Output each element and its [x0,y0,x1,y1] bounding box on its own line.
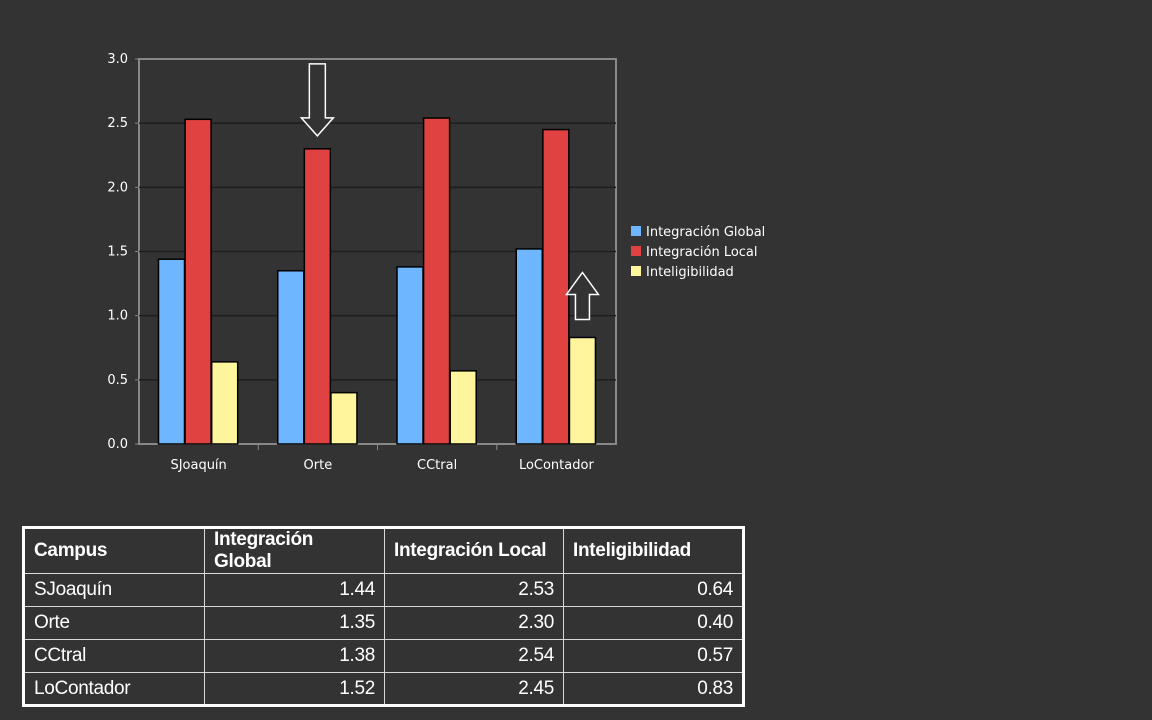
data-table: Campus Integración Global Integración Lo… [22,526,745,707]
cell-value: 0.40 [563,606,744,640]
cell-value: 2.54 [384,639,564,673]
x-tick-label: SJoaquín [170,458,226,473]
bar [542,128,570,445]
legend-label: Integración Local [646,245,758,260]
bars [157,117,597,445]
y-tick-label: 0.5 [107,373,128,388]
legend-swatch [631,266,641,276]
bar-chart: 0.0 0.5 1.0 1.5 2.0 2.5 3.0 SJoaquín Orte CCtral L… [107,52,765,473]
legend-label: Inteligibilidad [646,265,734,280]
x-tick-label: LoContador [519,458,595,473]
cell-value: 2.45 [384,672,564,706]
legend-swatch [631,226,641,236]
table-row: SJoaquín 1.44 2.53 0.64 [23,573,744,607]
legend: Integración Global Integración Local Intel… [631,225,765,280]
table-header-row: Campus Integración Global Integración Lo… [23,527,744,574]
bar [449,370,477,445]
header-campus: Campus [23,527,205,574]
cell-value: 0.83 [563,672,744,706]
cell-value: 1.52 [204,672,385,706]
cell-value: 1.44 [204,573,385,607]
table-row: CCtral 1.38 2.54 0.57 [23,639,744,673]
y-tick-label: 1.0 [107,309,128,324]
header-inteligibilidad: Inteligibilidad [563,527,744,574]
y-tick-label: 1.5 [107,245,128,260]
bar [515,248,543,445]
bar [210,361,239,445]
x-tick-label: CCtral [417,458,457,473]
cell-value: 2.53 [384,573,564,607]
cell-value: 1.38 [204,639,385,673]
cell-value: 1.35 [204,606,385,640]
y-tick-label: 0.0 [107,437,128,452]
cell-campus: CCtral [23,639,205,673]
annotations [299,63,600,321]
bar [568,336,597,445]
x-tick-label: Orte [304,458,333,473]
bar [277,270,305,445]
header-integracion-global: Integración Global [204,527,385,574]
bar [422,117,451,445]
y-tick-label: 3.0 [107,52,128,67]
arrow-up-icon [564,271,600,321]
bar [184,118,212,445]
cell-value: 0.57 [563,639,744,673]
cell-campus: Orte [23,606,205,640]
y-tick-label: 2.5 [107,116,128,131]
header-integracion-local: Integración Local [384,527,564,574]
bar [157,258,186,445]
cell-campus: SJoaquín [23,573,205,607]
bar [396,266,424,445]
legend-label: Integración Global [646,225,765,240]
arrow-down-icon [299,63,336,137]
legend-swatch [631,246,641,256]
cell-value: 2.30 [384,606,564,640]
axes: 0.0 0.5 1.0 1.5 2.0 2.5 3.0 SJoaquín Orte CCtral L… [107,52,594,473]
cell-value: 0.64 [563,573,744,607]
y-tick-label: 2.0 [107,180,128,195]
table-row: Orte 1.35 2.30 0.40 [23,606,744,640]
bar [303,148,332,445]
cell-campus: LoContador [23,672,205,706]
table-row: LoContador 1.52 2.45 0.83 [23,672,744,706]
bar [330,391,358,445]
